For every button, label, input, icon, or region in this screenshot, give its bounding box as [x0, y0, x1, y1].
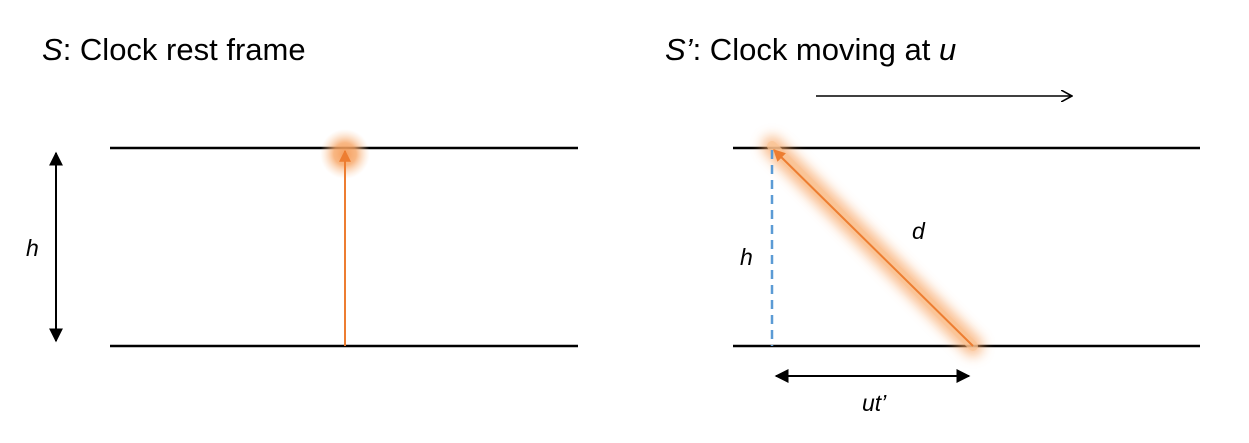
right-title-text: : Clock moving at — [693, 32, 939, 67]
right-light-path — [773, 149, 974, 347]
distance-label: d — [912, 218, 926, 244]
left-panel: S: Clock rest frame h — [26, 32, 578, 348]
right-panel: S’: Clock moving at u h d ut’ — [665, 32, 1200, 416]
left-title-text: : Clock rest frame — [63, 32, 306, 67]
right-title-velocity: u — [939, 32, 956, 67]
left-title-symbol: S — [42, 32, 63, 67]
left-panel-title: S: Clock rest frame — [42, 32, 306, 67]
left-height-label: h — [26, 235, 39, 261]
right-height-label: h — [740, 244, 753, 270]
right-panel-title: S’: Clock moving at u — [665, 32, 956, 67]
right-title-symbol: S’ — [665, 32, 694, 67]
displacement-label: ut’ — [862, 390, 887, 416]
